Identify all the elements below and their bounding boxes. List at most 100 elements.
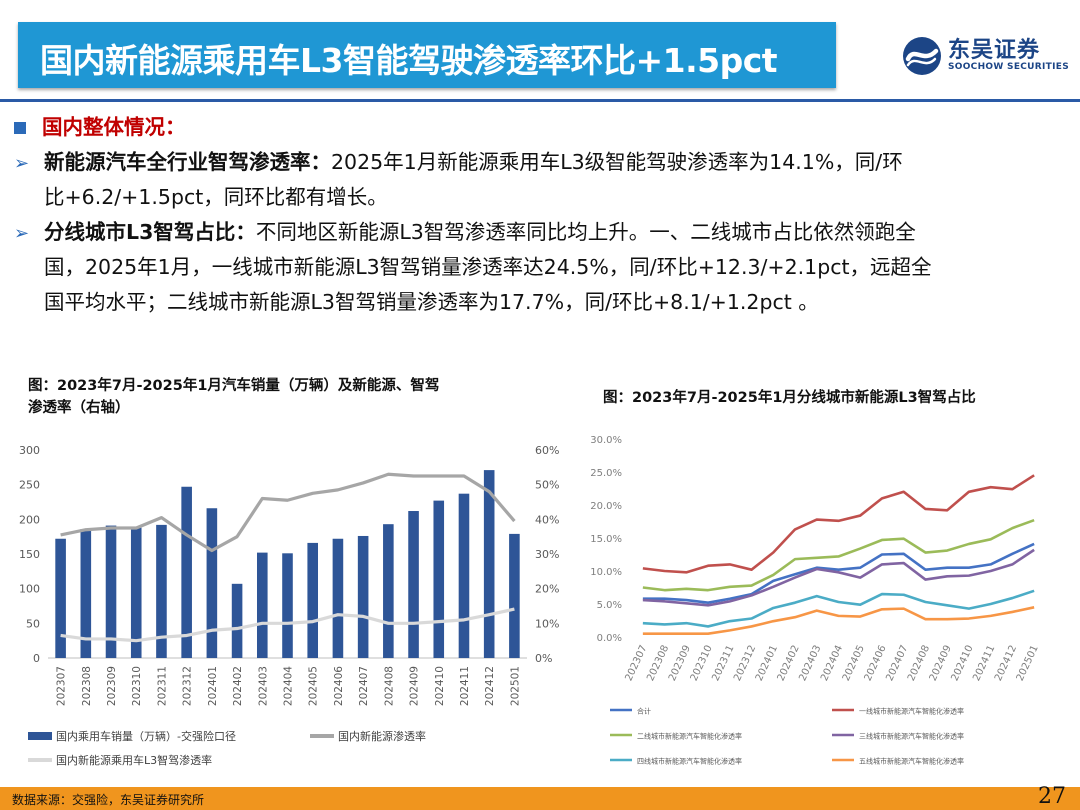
y-right-tick-label: 20% — [535, 583, 559, 596]
tier-line-5 — [642, 589, 1035, 628]
x-tick-label: 202310 — [131, 666, 143, 706]
arrow-bullet-icon: ➢ — [14, 153, 30, 174]
point1-text-2: 比+6.2/+1.5pct，同环比都有增长。 — [44, 185, 388, 209]
legend-label: 合计 — [637, 707, 651, 716]
page-title: 国内新能源乘用车L3智能驾驶渗透率环比+1.5pct — [40, 41, 778, 80]
y-tick-label: 15.0% — [590, 534, 622, 545]
y-right-tick-label: 50% — [535, 479, 559, 492]
brand-name: 东吴证券 — [948, 38, 1041, 63]
footer-bar: 数据来源：交强险，东吴证券研究所 27 — [0, 784, 1080, 810]
x-tick-label: 202408 — [383, 666, 395, 706]
section-heading-line: 国内整体情况： — [14, 110, 186, 145]
brand-english: SOOCHOW SECURITIES — [948, 62, 1069, 72]
arrow-bullet-icon: ➢ — [14, 223, 30, 244]
sales-bar — [130, 527, 142, 658]
x-tick-label: 202501 — [509, 666, 521, 706]
y-left-tick-label: 100 — [19, 583, 40, 596]
brand-logo: 东吴证券 SOOCHOW SECURITIES — [900, 32, 1070, 82]
y-tick-label: 0.0% — [597, 633, 622, 644]
sales-bar — [433, 500, 445, 658]
y-tick-label: 25.0% — [590, 468, 622, 479]
legend-label: 国内新能源渗透率 — [338, 729, 426, 743]
y-left-tick-label: 200 — [19, 513, 40, 526]
sales-bar — [332, 538, 344, 658]
point2-text-3: 国平均水平；二线城市新能源L3智驾销量渗透率为17.7%，同/环比+8.1/+1… — [44, 290, 819, 314]
x-tick-label: 202312 — [182, 666, 194, 706]
left-caption-line1: 图：2023年7月-2025年1月汽车销量（万辆）及新能源、智驾 — [28, 378, 440, 394]
left-chart-caption: 图：2023年7月-2025年1月汽车销量（万辆）及新能源、智驾 渗透率（右轴） — [28, 375, 548, 419]
y-tick-label: 20.0% — [590, 501, 622, 512]
sales-bar — [408, 511, 419, 658]
sales-bar — [105, 525, 117, 658]
y-tick-label: 5.0% — [597, 600, 622, 611]
title-banner: 国内新能源乘用车L3智能驾驶渗透率环比+1.5pct — [18, 22, 836, 88]
sales-penetration-chart: 0 50 100 150 200 250 300 0% 10% 20% 30% 40% 50% 60% 20… — [19, 444, 559, 767]
sales-bar — [55, 538, 66, 658]
sales-bar — [156, 524, 167, 658]
sales-bar — [357, 535, 369, 658]
legend-label: 四线城市新能源汽车智能化渗透率 — [637, 757, 742, 766]
tier-line-3 — [642, 518, 1035, 592]
y-left-tick-label: 150 — [19, 548, 40, 561]
legend-label: 一线城市新能源汽车智能化渗透率 — [859, 707, 964, 716]
x-tick-label: 202308 — [81, 666, 93, 706]
x-tick-label: 202404 — [283, 666, 295, 706]
y-right-tick-label: 40% — [535, 513, 559, 526]
sales-bar — [80, 529, 92, 658]
x-tick-label: 202307 — [56, 666, 68, 706]
section-heading: 国内整体情况： — [42, 115, 186, 139]
right-chart-caption: 图：2023年7月-2025年1月分线城市新能源L3智驾占比 — [603, 390, 976, 406]
l3-penetration-line — [60, 607, 515, 643]
sales-bar — [383, 524, 394, 658]
y-right-tick-label: 30% — [535, 548, 559, 561]
sales-bar — [181, 486, 192, 658]
legend-label: 国内新能源乘用车L3智驾渗透率 — [56, 753, 212, 767]
data-source: 数据来源：交强险，东吴证券研究所 — [12, 793, 205, 807]
y-tick-label: 10.0% — [590, 567, 622, 578]
x-tick-label: 202407 — [358, 666, 370, 706]
soochow-logo-icon — [903, 37, 941, 75]
y-right-tick-label: 0% — [535, 652, 552, 665]
legend-label: 二线城市新能源汽车智能化渗透率 — [637, 732, 742, 741]
x-tick-label: 202311 — [156, 666, 168, 706]
legend-label: 国内乘用车销量（万辆）-交强险口径 — [56, 729, 236, 743]
point2-line1: ➢ 分线城市L3智驾占比：不同地区新能源L3智驾渗透率同比均上升。一、二线城市占比… — [14, 215, 916, 251]
x-tick-label: 202501 — [1015, 644, 1041, 683]
legend-swatch — [28, 732, 52, 740]
point1-title: 新能源汽车全行业智驾渗透率： — [44, 150, 331, 174]
tier-line-2 — [642, 474, 1035, 574]
y-left-tick-label: 300 — [19, 444, 40, 457]
page-number: 27 — [1038, 784, 1066, 809]
sales-bar — [509, 533, 520, 658]
sales-bar — [231, 583, 243, 658]
city-tier-l3-chart: 0.0%5.0%10.0%15.0%20.0%25.0%30.0%2023072… — [590, 435, 1041, 766]
legend-label: 五线城市新能源汽车智能化渗透率 — [859, 757, 964, 766]
point2-title: 分线城市L3智驾占比： — [44, 220, 256, 244]
sales-bar — [307, 542, 319, 658]
x-tick-label: 202405 — [308, 666, 320, 706]
y-tick-label: 30.0% — [590, 435, 622, 446]
nev-penetration-line — [60, 472, 516, 553]
x-tick-label: 202309 — [106, 666, 118, 706]
tier-line-4 — [642, 548, 1035, 607]
square-bullet-icon — [14, 122, 26, 134]
y-right-tick-label: 60% — [535, 444, 559, 457]
x-tick-label: 202411 — [459, 666, 471, 706]
x-tick-label: 202410 — [434, 666, 446, 706]
x-tick-label: 202412 — [484, 666, 496, 706]
sales-bar — [282, 553, 293, 658]
x-tick-label: 202401 — [207, 666, 219, 706]
y-left-tick-label: 250 — [19, 479, 40, 492]
tier-line-6 — [642, 606, 1035, 635]
legend-label: 三线城市新能源汽车智能化渗透率 — [859, 732, 964, 741]
tier-line-1 — [642, 542, 1035, 604]
point2-text-1: 不同地区新能源L3智驾渗透率同比均上升。一、二线城市占比依然领跑全 — [255, 220, 916, 244]
point1-text-1: 2025年1月新能源乘用车L3级智能驾驶渗透率为14.1%，同/环 — [331, 150, 903, 174]
x-tick-label: 202402 — [232, 666, 244, 706]
header-rule — [0, 99, 1080, 102]
y-right-tick-label: 10% — [535, 617, 559, 630]
point1-line1: ➢ 新能源汽车全行业智驾渗透率：2025年1月新能源乘用车L3级智能驾驶渗透率为1… — [14, 145, 903, 181]
sales-bar — [458, 493, 470, 658]
x-tick-label: 202409 — [409, 666, 421, 706]
y-left-tick-label: 50 — [26, 617, 40, 630]
